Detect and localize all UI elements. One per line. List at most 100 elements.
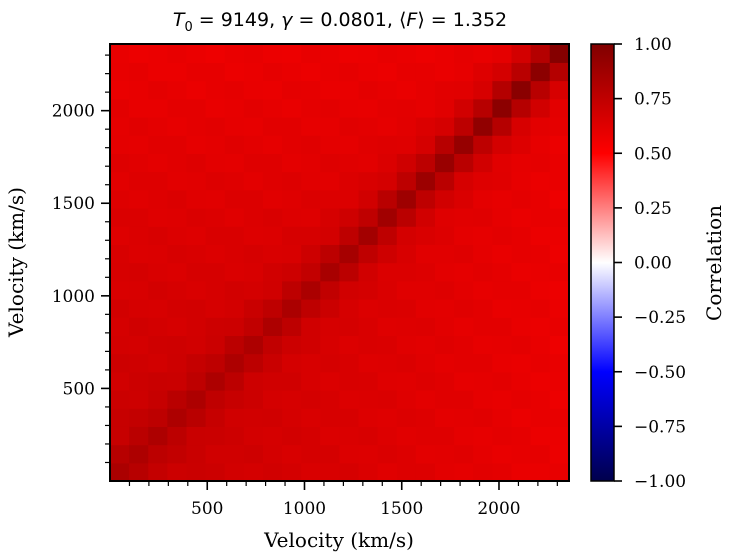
heatmap-cell <box>301 444 321 464</box>
heatmap-cell <box>415 80 436 100</box>
heatmap-cell <box>129 116 149 136</box>
heatmap-cell <box>186 226 207 245</box>
heatmap-cell <box>186 244 207 264</box>
heatmap-cell <box>435 408 455 427</box>
heatmap-cell <box>282 444 302 464</box>
heatmap-cell <box>454 80 474 100</box>
heatmap-cell <box>205 244 226 264</box>
heatmap-cell <box>243 371 264 391</box>
heatmap-cell <box>129 44 149 63</box>
heatmap-cell <box>454 462 474 482</box>
heatmap-cell <box>282 44 302 63</box>
heatmap-cell <box>396 371 417 391</box>
heatmap-cell <box>320 353 341 373</box>
heatmap-cell <box>167 153 188 173</box>
heatmap-cell <box>396 226 417 245</box>
heatmap-cell <box>129 389 149 409</box>
heatmap-cell <box>549 80 570 100</box>
heatmap-cell <box>205 444 226 464</box>
heatmap-cell <box>129 226 149 245</box>
heatmap-cell <box>301 426 321 446</box>
heatmap-cell <box>358 280 379 300</box>
heatmap-cell <box>320 44 341 63</box>
heatmap-cell <box>167 444 188 464</box>
heatmap-cell <box>492 135 513 154</box>
y-axis-label: Velocity (km/s) <box>4 187 28 338</box>
heatmap-cell <box>110 135 130 154</box>
colorbar-tick-label: −0.50 <box>634 363 686 383</box>
heatmap-cell <box>224 244 245 264</box>
heatmap-cell <box>454 244 474 264</box>
heatmap-cell <box>358 207 379 227</box>
heatmap-cell <box>243 444 264 464</box>
heatmap-cell <box>129 207 149 227</box>
heatmap-cell <box>511 280 532 300</box>
heatmap-cell <box>205 426 226 446</box>
heatmap-cell <box>282 371 302 391</box>
heatmap-cell <box>549 444 570 464</box>
heatmap-cell <box>243 62 264 82</box>
heatmap-cell <box>282 135 302 154</box>
heatmap-cell <box>339 408 360 427</box>
heatmap-cell <box>530 98 551 118</box>
heatmap-cell <box>129 426 149 446</box>
colorbar-tick-label: −1.00 <box>634 472 686 492</box>
heatmap-cell <box>243 426 264 446</box>
heatmap-cell <box>511 371 532 391</box>
heatmap-cell <box>454 444 474 464</box>
heatmap-cell <box>415 462 436 482</box>
heatmap-cell <box>377 135 398 154</box>
heatmap-cell <box>148 335 168 355</box>
heatmap-cell <box>396 44 417 63</box>
heatmap-cell <box>167 207 188 227</box>
heatmap-cell <box>454 44 474 63</box>
heatmap-cell <box>415 317 436 336</box>
heatmap-cell <box>339 444 360 464</box>
heatmap-cell <box>454 135 474 154</box>
heatmap-cell <box>110 80 130 100</box>
heatmap-cell <box>396 207 417 227</box>
heatmap-cell <box>186 116 207 136</box>
heatmap-cell <box>396 262 417 282</box>
heatmap-cell <box>129 171 149 191</box>
heatmap-cells <box>110 44 570 482</box>
heatmap-cell <box>320 135 341 154</box>
heatmap-cell <box>320 171 341 191</box>
heatmap-cell <box>454 62 474 82</box>
heatmap-cell <box>301 371 321 391</box>
heatmap-cell <box>492 335 513 355</box>
heatmap-cell <box>224 98 245 118</box>
heatmap-cell <box>243 353 264 373</box>
heatmap-cell <box>205 207 226 227</box>
heatmap-cell <box>243 462 264 482</box>
heatmap-cell <box>186 426 207 446</box>
heatmap-cell <box>205 298 226 318</box>
heatmap-cell <box>511 462 532 482</box>
heatmap-cell <box>320 189 341 209</box>
heatmap-cell <box>396 62 417 82</box>
heatmap-cell <box>549 298 570 318</box>
heatmap-cell <box>454 262 474 282</box>
heatmap-cell <box>492 153 513 173</box>
heatmap-cell <box>205 153 226 173</box>
heatmap-cell <box>415 280 436 300</box>
heatmap-cell <box>415 153 436 173</box>
y-tick-label: 2000 <box>52 102 95 122</box>
colorbar-tick-label: 0.25 <box>634 199 672 219</box>
x-tick-label: 1500 <box>380 499 423 519</box>
heatmap-cell <box>377 262 398 282</box>
heatmap-cell <box>262 462 283 482</box>
heatmap-cell <box>224 444 245 464</box>
heatmap-cell <box>358 298 379 318</box>
heatmap-cell <box>339 426 360 446</box>
heatmap-cell <box>129 153 149 173</box>
heatmap-cell <box>262 226 283 245</box>
heatmap-cell <box>415 44 436 63</box>
heatmap-cell <box>358 426 379 446</box>
heatmap-cell <box>167 317 188 336</box>
heatmap-cell <box>377 298 398 318</box>
heatmap-cell <box>358 262 379 282</box>
heatmap-cell <box>339 44 360 63</box>
heatmap-cell <box>492 389 513 409</box>
heatmap-cell <box>454 335 474 355</box>
